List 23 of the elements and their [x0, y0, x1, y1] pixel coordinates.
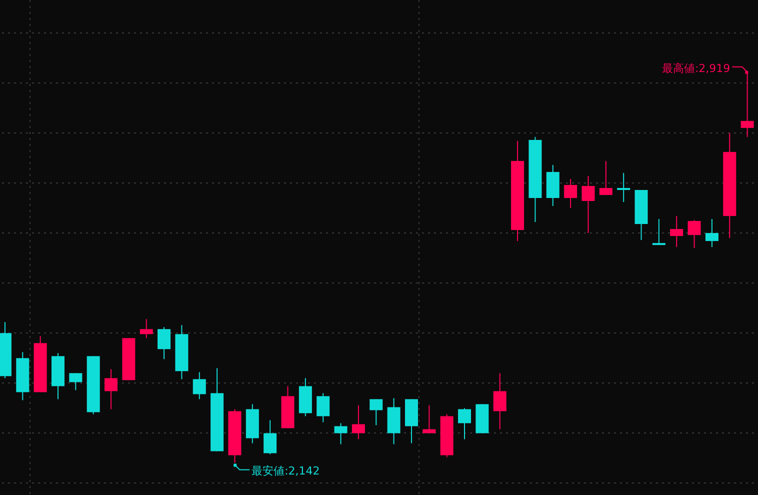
candlestick: [599, 160, 612, 196]
candlestick: [69, 372, 82, 391]
candlestick: [140, 318, 153, 339]
candlestick: [705, 218, 718, 248]
candlestick: [104, 368, 118, 410]
candlestick: [493, 372, 506, 430]
candlestick: [352, 404, 365, 440]
candlestick: [316, 392, 330, 423]
candlestick: [192, 372, 206, 400]
candlestick: [334, 422, 348, 445]
candlestick: [370, 398, 383, 426]
annotation: 最高値:2,919: [662, 62, 730, 75]
candlestick: [652, 218, 666, 246]
candlestick: [688, 220, 701, 249]
candlestick: [264, 420, 277, 455]
candlestick: [617, 172, 630, 202]
text: 最安値:2,142: [252, 464, 320, 478]
candlestick: [158, 326, 171, 360]
candlestick: [458, 408, 472, 440]
candlestick: [582, 175, 595, 234]
candlestick: [670, 216, 684, 248]
candlestick: [422, 404, 436, 434]
candlestick: [564, 178, 578, 208]
